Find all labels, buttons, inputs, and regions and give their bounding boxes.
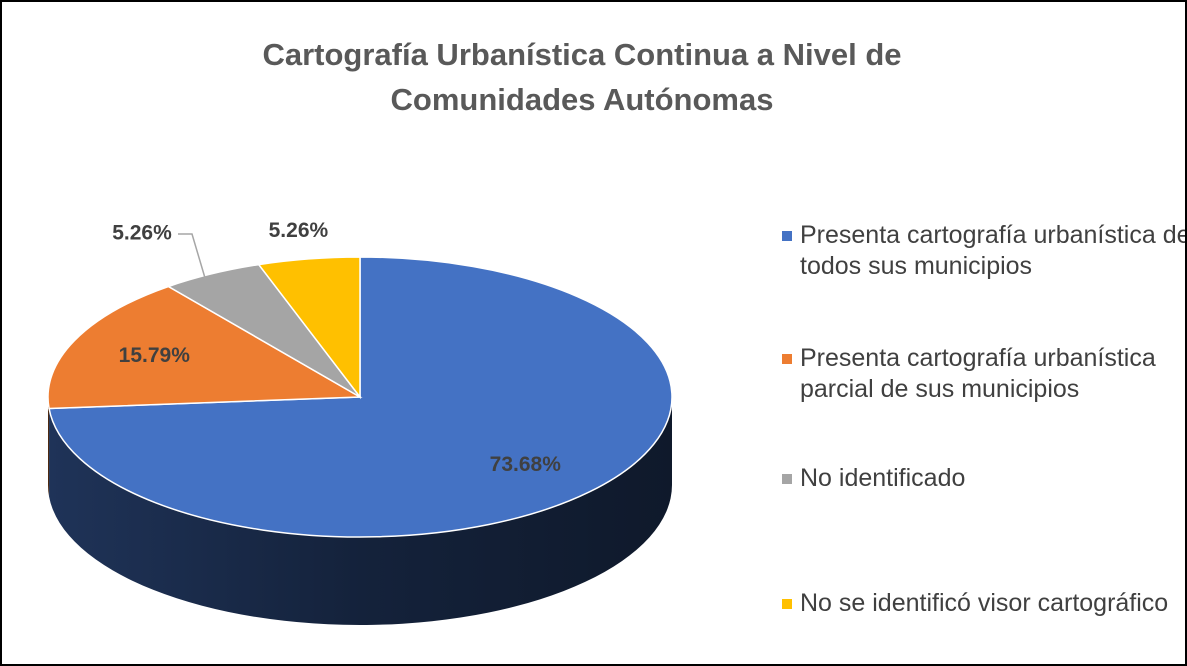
leader-line: [178, 233, 207, 281]
slice-side: [48, 397, 50, 497]
legend-item: Presenta cartografía urbanística de todo…: [782, 220, 1187, 282]
legend-label: No identificado: [800, 464, 966, 492]
slice: [47, 285, 363, 410]
legend-swatch: [782, 599, 792, 609]
legend-swatch: [782, 231, 792, 241]
legend-label: No se identificó visor cartográfico: [800, 589, 1169, 617]
legend-label: Presenta cartografía urbanística parcial…: [800, 344, 1156, 403]
legend-swatch: [782, 474, 792, 484]
data-label: 15.79%: [119, 344, 191, 367]
chart-title: Cartografía Urbanística Continua a Nivel…: [262, 37, 902, 117]
slice: [257, 256, 361, 400]
legend-swatch: [782, 354, 792, 364]
legend-label: Presenta cartografía urbanística de todo…: [800, 221, 1187, 280]
legend-item: Presenta cartografía urbanística parcial…: [782, 343, 1185, 405]
legend-item: No se identificó visor cartográfico: [782, 588, 1185, 619]
data-label: 5.26%: [269, 219, 329, 242]
legend-item: No identificado: [782, 463, 1185, 494]
data-label: 5.26%: [112, 222, 172, 245]
slice-side: [49, 397, 672, 626]
data-label: 73.68%: [490, 453, 562, 476]
